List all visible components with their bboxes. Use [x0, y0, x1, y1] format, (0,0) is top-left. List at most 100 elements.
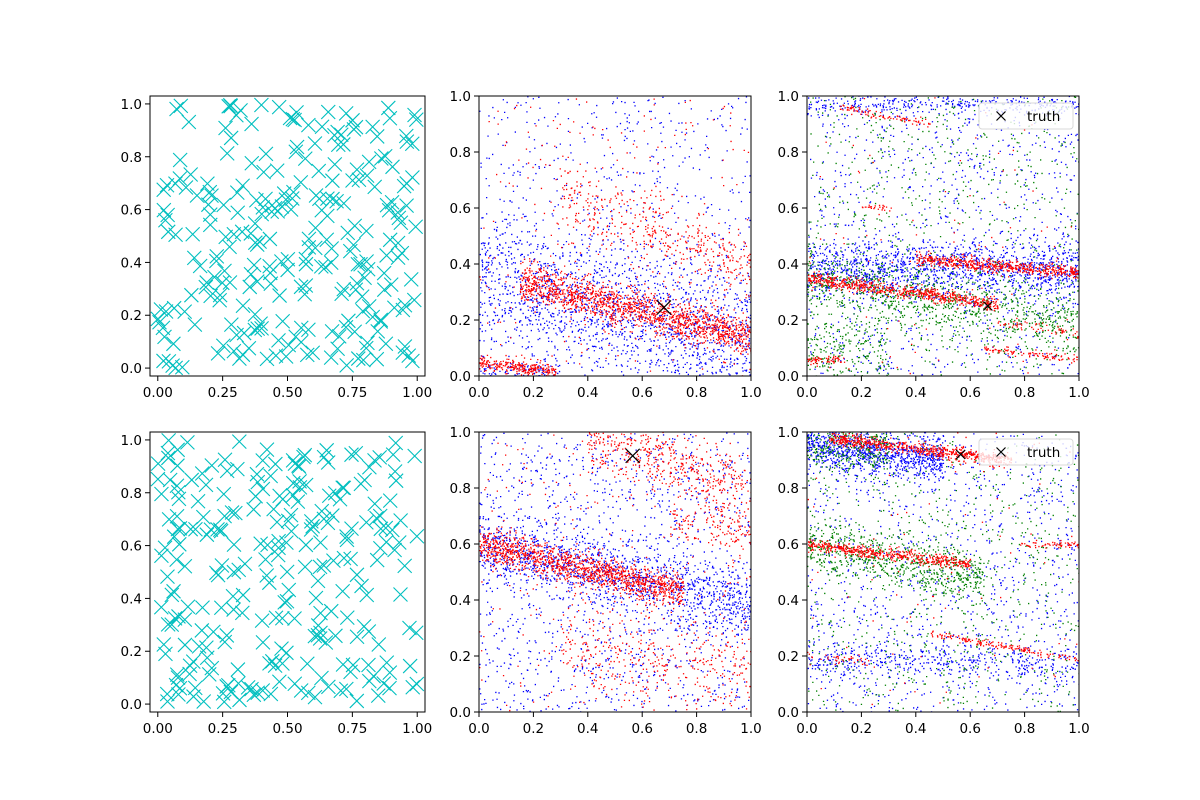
sample-marker	[219, 628, 235, 643]
x-tick-label: 0.50	[272, 721, 302, 737]
sample-marker	[303, 522, 319, 537]
sample-marker	[274, 641, 289, 657]
sample-marker	[390, 235, 406, 251]
y-tick-label: 0.0	[778, 705, 799, 721]
sample-marker	[275, 313, 291, 329]
series-samples	[150, 432, 425, 710]
sample-marker	[308, 590, 324, 606]
sample-marker	[406, 292, 422, 308]
sample-marker	[370, 323, 386, 339]
legend-box	[978, 438, 1074, 466]
sample-marker	[370, 688, 386, 703]
sample-marker	[324, 324, 340, 339]
sample-marker	[270, 547, 286, 563]
sample-marker	[345, 657, 361, 673]
sample-marker	[373, 312, 389, 328]
sample-marker	[386, 300, 402, 316]
y-tick-label: 0.2	[778, 649, 799, 665]
sample-marker	[313, 605, 328, 621]
legend: truth	[978, 102, 1074, 130]
sample-marker	[319, 208, 335, 224]
sample-marker	[246, 502, 262, 517]
sample-marker	[312, 559, 328, 575]
sample-marker	[168, 227, 183, 243]
y-tick-label: 0.4	[778, 257, 799, 273]
sample-marker	[297, 447, 313, 463]
sample-marker	[253, 536, 269, 552]
sample-marker	[288, 144, 304, 160]
sample-marker	[229, 107, 244, 123]
sample-marker	[157, 329, 172, 345]
sample-marker	[210, 522, 225, 537]
sample-marker	[276, 186, 292, 201]
sample-marker	[225, 588, 241, 604]
sample-marker	[240, 679, 256, 695]
sample-marker	[268, 456, 283, 472]
sample-marker	[399, 176, 415, 191]
sample-marker	[393, 215, 409, 231]
y-tick-label: 0.8	[778, 145, 799, 161]
axes-frame	[806, 431, 1080, 713]
sample-marker	[405, 353, 420, 369]
sample-marker	[358, 223, 374, 239]
plot-area	[807, 96, 1079, 376]
sample-marker	[348, 445, 364, 461]
plot-area	[150, 97, 424, 376]
subplot-bottom-left: 0.00 0.25 0.50 0.75 1.00 0.0 0.2 0.4 0.6 0.8 1.0	[121, 431, 432, 737]
sample-marker	[320, 104, 336, 120]
x-tick-label: 0.0	[468, 385, 489, 401]
sample-marker	[264, 653, 280, 669]
sample-marker	[195, 600, 210, 616]
sample-marker	[373, 521, 389, 537]
y-tick-label: 0.8	[121, 150, 142, 166]
sample-marker	[339, 532, 355, 548]
sample-marker	[237, 556, 253, 572]
plot-area	[479, 432, 751, 712]
sample-marker	[344, 447, 359, 463]
sample-marker	[287, 456, 303, 472]
sample-marker	[298, 251, 314, 267]
sample-marker	[156, 202, 172, 218]
sample-marker	[222, 275, 238, 290]
x-tick-label: 0.25	[208, 385, 238, 401]
sample-marker	[244, 681, 259, 697]
sample-marker	[398, 128, 414, 144]
sample-marker	[186, 250, 202, 266]
x-tick-label: 0.0	[468, 721, 489, 737]
sample-marker	[339, 610, 355, 626]
sample-marker	[153, 302, 169, 317]
x-tick-label: 0.00	[143, 721, 173, 737]
sample-marker	[243, 226, 259, 241]
series-red	[479, 432, 751, 712]
sample-marker	[256, 164, 272, 180]
sample-marker	[299, 347, 315, 363]
sample-marker	[316, 511, 332, 527]
sample-marker	[324, 508, 340, 523]
sample-marker	[196, 694, 212, 709]
sample-marker	[365, 119, 381, 135]
sample-marker	[319, 442, 335, 458]
sample-marker	[397, 558, 413, 574]
sample-marker	[357, 270, 372, 286]
sample-marker	[168, 176, 183, 192]
sample-marker	[209, 565, 224, 581]
sample-marker	[350, 256, 366, 272]
sample-marker	[216, 197, 232, 213]
sample-marker	[288, 329, 304, 345]
sample-points	[479, 96, 751, 376]
sample-marker	[381, 202, 397, 218]
x-tick-label: 0.4	[577, 385, 598, 401]
sample-marker	[155, 320, 171, 336]
plot-area	[150, 432, 425, 710]
sample-marker	[271, 99, 287, 115]
sample-marker	[263, 276, 279, 292]
series-blue	[479, 432, 751, 712]
sample-marker	[409, 528, 425, 544]
sample-marker	[293, 279, 309, 295]
sample-marker	[378, 336, 394, 352]
sample-marker	[157, 540, 173, 556]
x-tick-label: 0.8	[1014, 385, 1035, 401]
sample-marker	[230, 662, 246, 677]
sample-marker	[187, 317, 203, 333]
sample-marker	[218, 229, 234, 245]
